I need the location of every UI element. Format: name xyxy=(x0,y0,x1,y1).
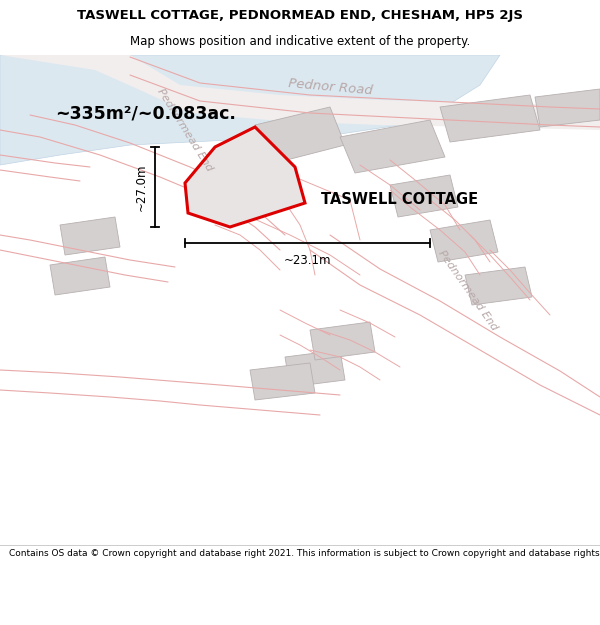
Polygon shape xyxy=(60,217,120,255)
Text: Pednor Road: Pednor Road xyxy=(287,77,373,97)
Polygon shape xyxy=(285,350,345,387)
Polygon shape xyxy=(390,175,458,217)
Polygon shape xyxy=(0,55,500,165)
Polygon shape xyxy=(465,267,532,305)
Text: TASWELL COTTAGE: TASWELL COTTAGE xyxy=(322,192,479,208)
Polygon shape xyxy=(250,363,315,400)
Text: TASWELL COTTAGE, PEDNORMEAD END, CHESHAM, HP5 2JS: TASWELL COTTAGE, PEDNORMEAD END, CHESHAM… xyxy=(77,9,523,22)
Text: Map shows position and indicative extent of the property.: Map shows position and indicative extent… xyxy=(130,35,470,48)
Polygon shape xyxy=(0,55,600,130)
Text: ~23.1m: ~23.1m xyxy=(284,254,331,268)
Text: Pednormead End: Pednormead End xyxy=(437,248,499,332)
Polygon shape xyxy=(310,322,375,360)
Polygon shape xyxy=(185,127,305,227)
Polygon shape xyxy=(50,257,110,295)
Text: ~27.0m: ~27.0m xyxy=(134,163,148,211)
Polygon shape xyxy=(440,95,540,142)
Polygon shape xyxy=(535,89,600,127)
Polygon shape xyxy=(255,107,345,163)
Text: Pednormead End: Pednormead End xyxy=(155,87,215,173)
Text: ~335m²/~0.083ac.: ~335m²/~0.083ac. xyxy=(55,104,236,122)
Text: Contains OS data © Crown copyright and database right 2021. This information is : Contains OS data © Crown copyright and d… xyxy=(9,549,600,558)
Polygon shape xyxy=(430,220,498,262)
Polygon shape xyxy=(340,120,445,173)
